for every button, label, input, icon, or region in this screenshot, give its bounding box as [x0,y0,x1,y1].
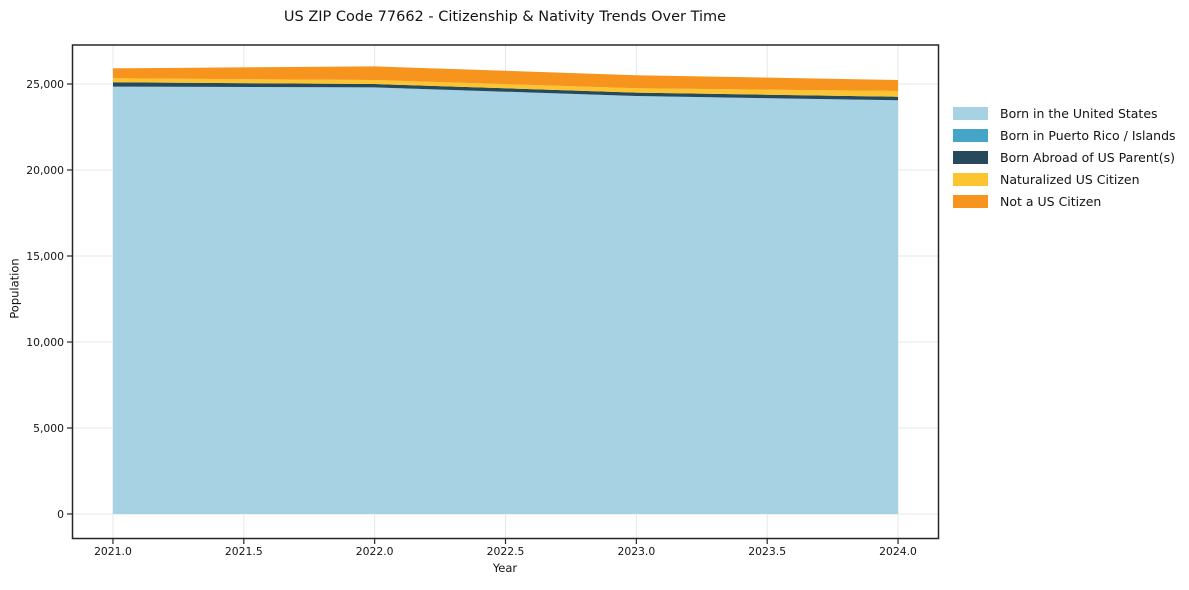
legend-item-1: Born in Puerto Rico / Islands [953,128,1176,143]
legend-label-3: Naturalized US Citizen [1000,172,1140,187]
area-series-2 [113,82,898,101]
legend-item-3: Naturalized US Citizen [953,172,1176,187]
y-tick-label: 25,000 [26,78,64,91]
x-tick-label: 2024.0 [879,545,917,558]
x-axis-label: Year [492,561,518,575]
x-tick-label: 2021.0 [94,545,132,558]
chart-title: US ZIP Code 77662 - Citizenship & Nativi… [283,9,727,25]
y-tick-label: 15,000 [26,250,64,263]
area-series-3 [113,78,898,97]
y-tick-label: 20,000 [26,164,64,177]
x-tick-label: 2021.5 [225,545,263,558]
legend-swatch-0 [953,107,988,120]
y-tick-label: 0 [57,508,64,521]
legend-label-1: Born in Puerto Rico / Islands [1000,128,1176,143]
y-tick-label: 5,000 [33,422,64,435]
legend-item-4: Not a US Citizen [953,194,1176,209]
legend-label-0: Born in the United States [1000,106,1158,121]
legend-swatch-2 [953,151,988,164]
legend-swatch-3 [953,173,988,186]
legend-label-4: Not a US Citizen [1000,194,1102,209]
area-series-0 [113,86,898,514]
area-series-4 [113,66,898,91]
y-tick-label: 10,000 [26,336,64,349]
legend: Born in the United States Born in Puerto … [953,106,1176,209]
legend-swatch-1 [953,129,988,142]
legend-item-2: Born Abroad of US Parent(s) [953,150,1176,165]
legend-label-2: Born Abroad of US Parent(s) [1000,150,1175,165]
x-tick-label: 2022.5 [487,545,525,558]
legend-swatch-4 [953,195,988,208]
y-axis-label: Population [7,258,22,319]
x-tick-label: 2022.0 [356,545,394,558]
legend-item-0: Born in the United States [953,106,1176,121]
x-tick-label: 2023.5 [748,545,786,558]
x-tick-label: 2023.0 [617,545,655,558]
